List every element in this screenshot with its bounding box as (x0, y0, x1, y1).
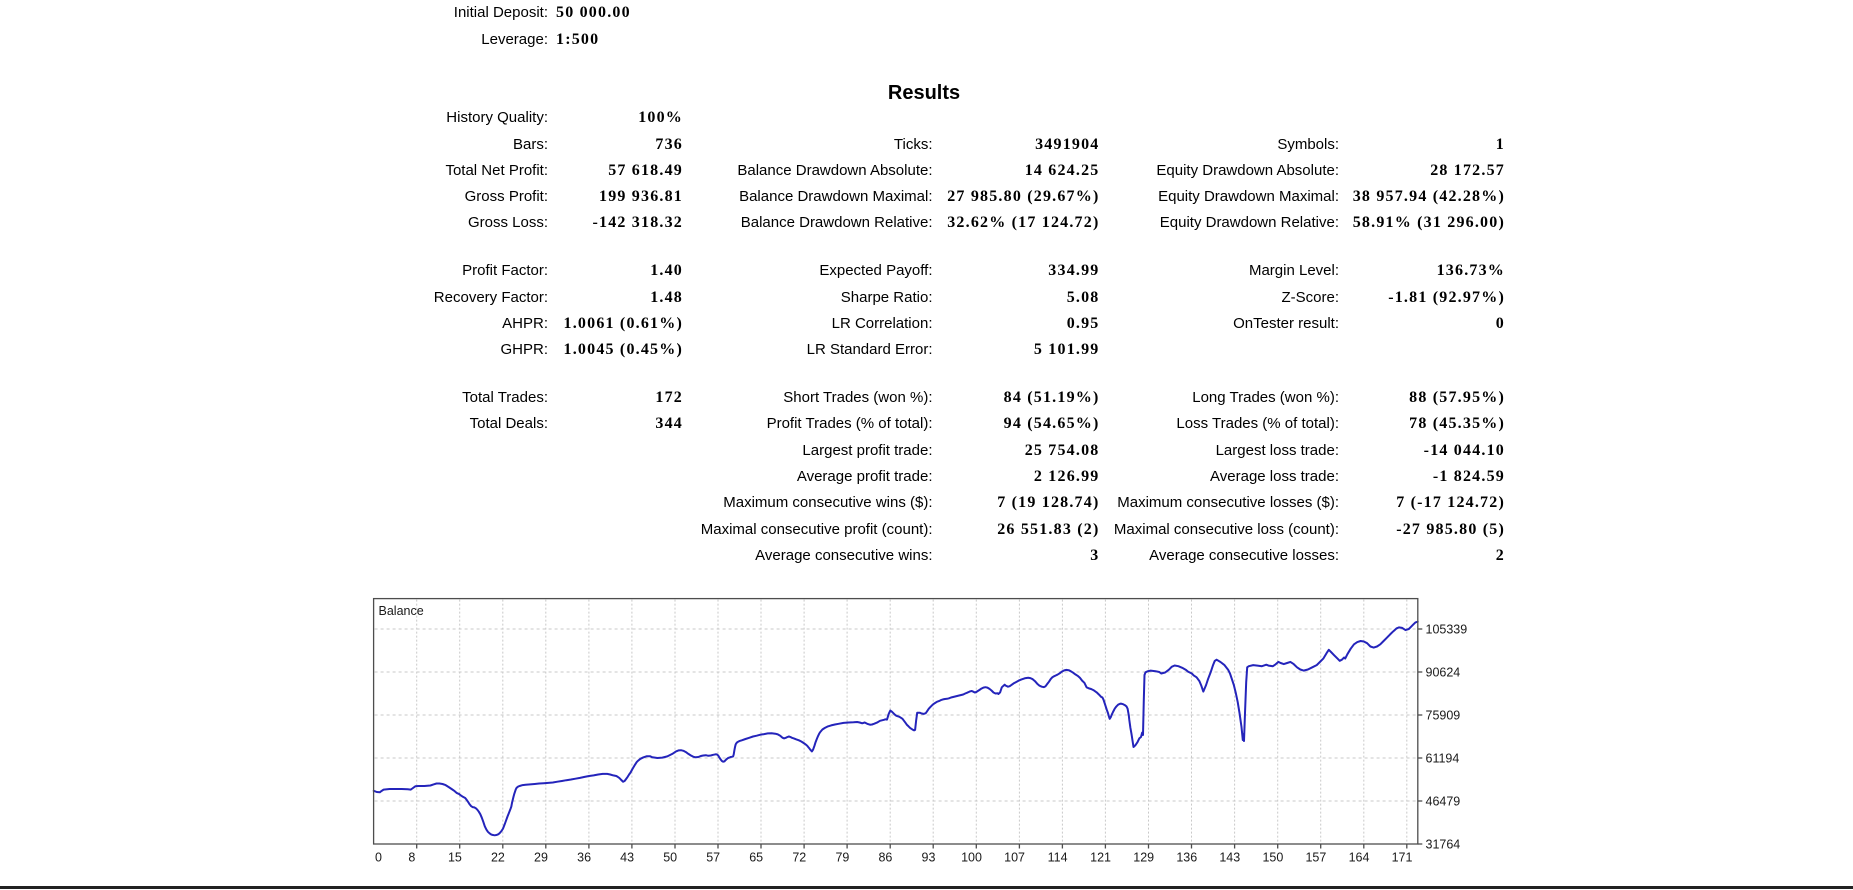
svg-text:46479: 46479 (1426, 795, 1461, 809)
svg-text:79: 79 (835, 851, 849, 865)
svg-text:22: 22 (491, 851, 505, 865)
svg-text:29: 29 (534, 851, 548, 865)
svg-text:150: 150 (1262, 851, 1283, 865)
svg-text:72: 72 (792, 851, 806, 865)
svg-text:86: 86 (878, 851, 892, 865)
svg-text:8: 8 (408, 851, 415, 865)
svg-text:61194: 61194 (1426, 752, 1460, 766)
svg-text:93: 93 (922, 851, 936, 865)
svg-text:157: 157 (1305, 851, 1326, 865)
svg-text:50: 50 (663, 851, 677, 865)
svg-text:0: 0 (375, 851, 382, 865)
svg-text:Balance: Balance (379, 604, 424, 618)
svg-text:36: 36 (577, 851, 591, 865)
svg-text:121: 121 (1090, 851, 1111, 865)
svg-text:171: 171 (1392, 851, 1413, 865)
svg-text:90624: 90624 (1426, 666, 1461, 680)
svg-text:57: 57 (706, 851, 720, 865)
svg-text:114: 114 (1048, 851, 1068, 865)
svg-text:143: 143 (1219, 851, 1240, 865)
svg-text:105339: 105339 (1426, 623, 1468, 637)
svg-text:136: 136 (1176, 851, 1197, 865)
svg-text:100: 100 (961, 851, 982, 865)
svg-text:15: 15 (448, 851, 462, 865)
svg-text:31764: 31764 (1426, 838, 1461, 852)
svg-text:43: 43 (620, 851, 634, 865)
svg-text:65: 65 (749, 851, 763, 865)
svg-text:129: 129 (1133, 851, 1154, 865)
svg-text:164: 164 (1349, 851, 1370, 865)
svg-text:107: 107 (1004, 851, 1025, 865)
svg-text:75909: 75909 (1426, 709, 1461, 723)
